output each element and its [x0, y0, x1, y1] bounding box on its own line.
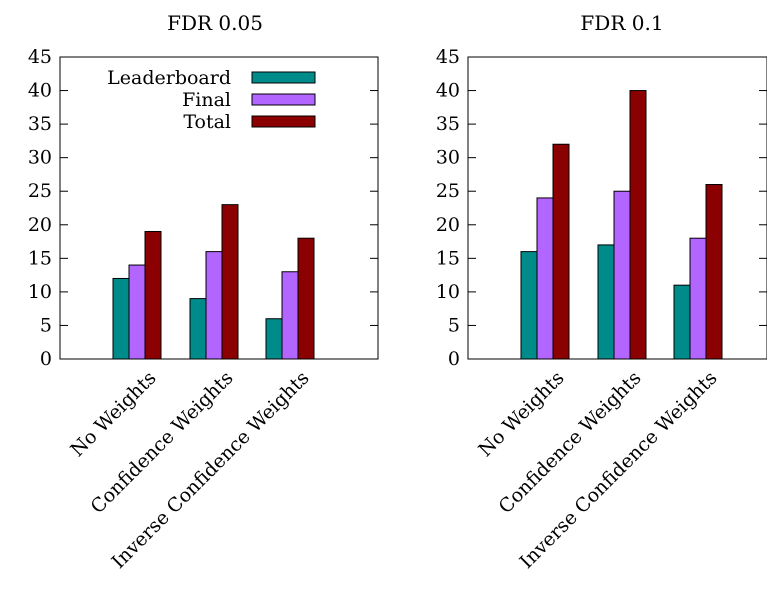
chart-0-bar-leaderboard-2 [265, 318, 283, 360]
chart-0-category-label: Confidence Weights [87, 367, 238, 518]
chart-1-title: FDR 0.1 [580, 11, 663, 35]
chart-1-ytick-label: 10 [436, 281, 460, 303]
chart-0-ytick-label: 25 [28, 180, 52, 202]
chart-0-bar-total-0 [144, 230, 162, 360]
chart-0-bar-final-1 [205, 251, 223, 360]
chart-0-legend-label: Total [183, 111, 231, 133]
chart-1-ytick-label: 5 [448, 314, 460, 336]
chart-0-ytick-label: 5 [40, 314, 52, 336]
chart-1-category-label: Confidence Weights [495, 367, 646, 518]
chart-0-ytick-label: 0 [40, 348, 52, 370]
chart-1-bar-total-1 [629, 90, 647, 360]
chart-0-title: FDR 0.05 [167, 11, 263, 35]
chart-0-bar-leaderboard-0 [112, 277, 130, 360]
chart-0-bar-total-2 [297, 237, 315, 360]
chart-1-bar-final-2 [689, 237, 707, 360]
chart-1-bar-total-2 [705, 184, 723, 360]
chart-0-legend-label: Leaderboard [107, 67, 231, 89]
chart-0-ytick-label: 30 [28, 147, 52, 169]
chart-0-bar-leaderboard-1 [189, 298, 207, 360]
chart-1-bar-leaderboard-2 [673, 284, 691, 360]
chart-0-legend-swatch-final [251, 93, 316, 106]
chart-1-bar-total-0 [552, 143, 570, 360]
chart-1-ytick-label: 35 [436, 113, 460, 135]
chart-1-bar-leaderboard-0 [520, 251, 538, 360]
chart-0-ytick-label: 10 [28, 281, 52, 303]
chart-0-ytick-label: 35 [28, 113, 52, 135]
chart-0-legend-label: Final [182, 89, 231, 111]
chart-0-bar-final-2 [281, 271, 299, 360]
chart-0-ytick-label: 20 [28, 214, 52, 236]
chart-1-ytick-label: 30 [436, 147, 460, 169]
chart-1-ytick-label: 25 [436, 180, 460, 202]
chart-0-legend-swatch-leaderboard [251, 71, 316, 84]
chart-1-bar-final-0 [536, 197, 554, 360]
chart-1-ytick-label: 20 [436, 214, 460, 236]
chart-1-bar-leaderboard-1 [597, 244, 615, 360]
chart-0-ytick-label: 45 [28, 46, 52, 68]
chart-1-ytick-label: 45 [436, 46, 460, 68]
chart-1-ytick-label: 0 [448, 348, 460, 370]
chart-0-ytick-label: 40 [28, 80, 52, 102]
chart-1-ytick-label: 40 [436, 80, 460, 102]
chart-0-bar-total-1 [221, 204, 239, 360]
chart-0-legend-swatch-total [251, 115, 316, 128]
chart-0-ytick-label: 15 [28, 247, 52, 269]
chart-1-ytick-label: 15 [436, 247, 460, 269]
chart-0-bar-final-0 [128, 264, 146, 360]
chart-1-bar-final-1 [613, 190, 631, 360]
